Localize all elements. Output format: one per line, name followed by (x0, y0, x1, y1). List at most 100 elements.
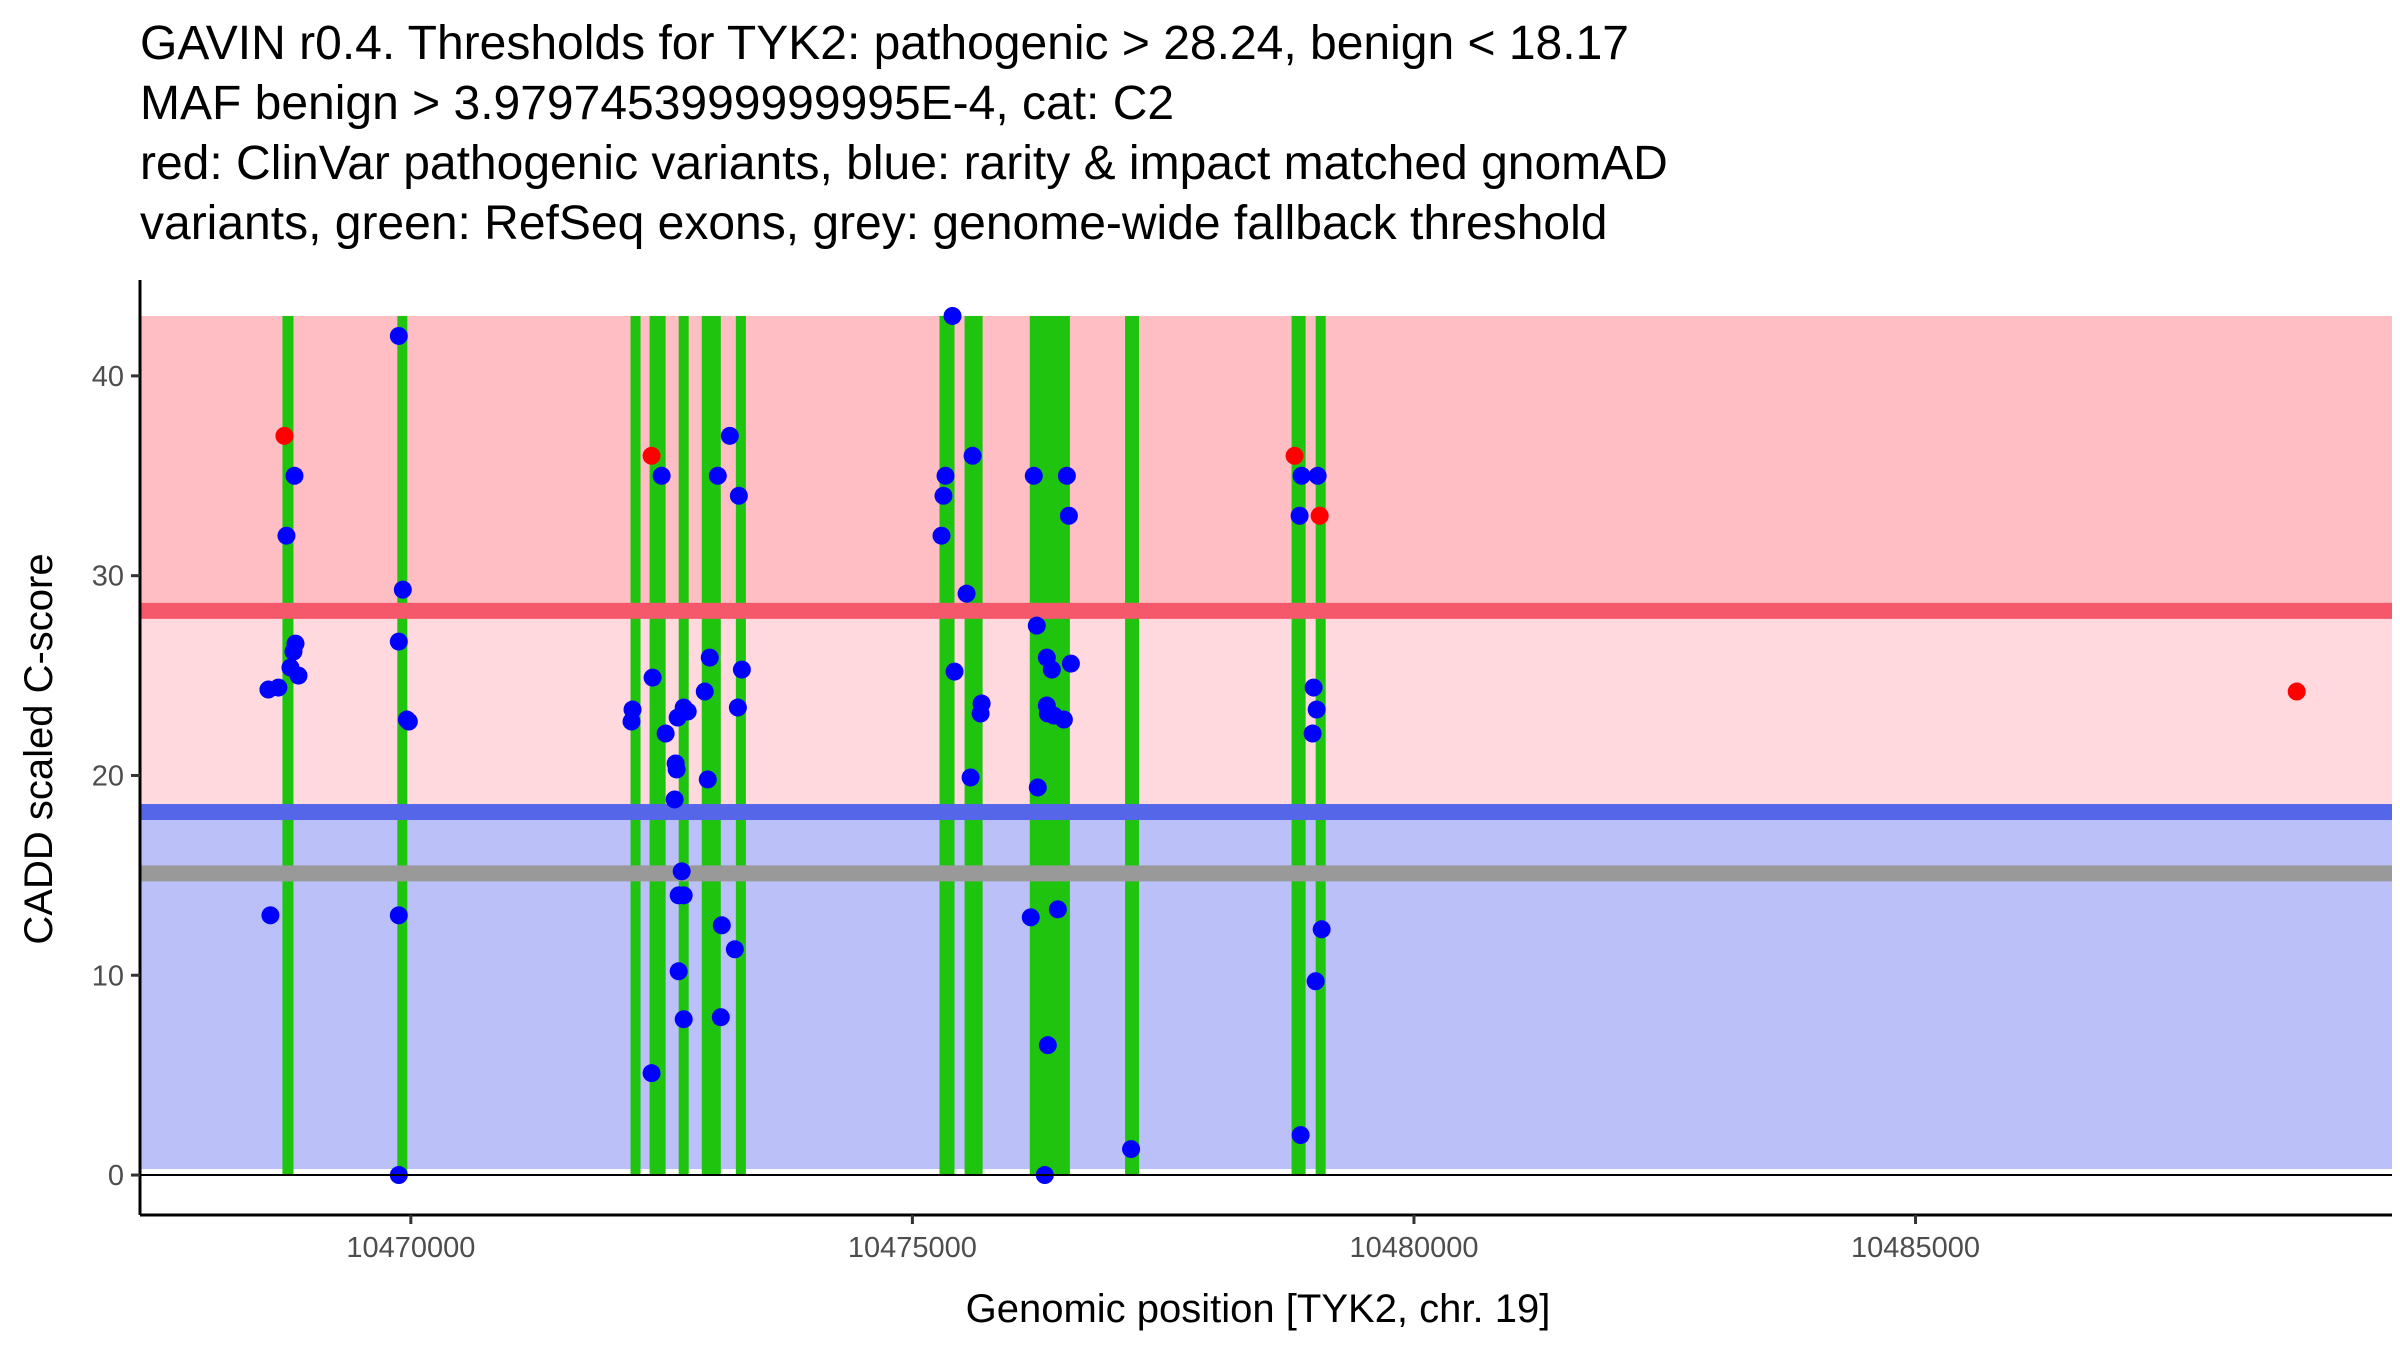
gnomad-variant-point (642, 1064, 661, 1083)
exon-bar (282, 315, 294, 1176)
threshold-lines (140, 602, 2392, 882)
gnomad-variant-point (1291, 1126, 1310, 1145)
pathogenic-threshold (140, 602, 2392, 619)
variant-points (259, 306, 2306, 1185)
gnomad-variant-point (678, 702, 697, 721)
gnomad-variant-point (1059, 506, 1078, 525)
gnomad-variant-point (622, 712, 641, 731)
gnomad-variant-point (393, 580, 412, 599)
chart-title: GAVIN r0.4. Thresholds for TYK2: pathoge… (140, 14, 2340, 254)
exon-bar (649, 315, 666, 1176)
exon-bar (1125, 315, 1140, 1176)
gnomad-variant-point (674, 886, 693, 905)
exon-bar (678, 315, 689, 1176)
gnomad-variant-point (1054, 710, 1073, 729)
clinvar-pathogenic-point (2287, 682, 2306, 701)
exon-bar (1029, 315, 1070, 1176)
gnomad-variant-point (932, 526, 951, 545)
gnomad-variant-point (1061, 654, 1080, 673)
gnomad-variant-point (963, 446, 982, 465)
y-tick-label: 30 (92, 561, 124, 593)
gnomad-variant-point (936, 466, 955, 485)
clinvar-pathogenic-point (275, 426, 294, 445)
title-line-3: red: ClinVar pathogenic variants, blue: … (140, 137, 1668, 190)
gnomad-variant-point (1306, 972, 1325, 991)
clinvar-pathogenic-point (642, 446, 661, 465)
exon-bar (735, 315, 746, 1176)
gnomad-variant-point (732, 660, 751, 679)
gnomad-variant-point (1028, 778, 1047, 797)
y-tick-label: 40 (92, 361, 124, 393)
gnomad-variant-point (289, 666, 308, 685)
y-tick-label: 0 (108, 1160, 124, 1192)
gnomad-variant-point (1312, 920, 1331, 939)
exon-bar (630, 315, 641, 1176)
y-tick-label: 20 (92, 760, 124, 792)
gnomad-variant-point (1024, 466, 1043, 485)
pathogenic-region (140, 315, 2392, 611)
gnomad-variant-point (708, 466, 727, 485)
threshold-regions (140, 315, 2392, 1170)
exon-bar (964, 315, 983, 1176)
gnomad-variant-point (1042, 660, 1061, 679)
exon-bar (397, 315, 408, 1176)
gnomad-variant-point (711, 1008, 730, 1027)
gnomad-variant-point (1304, 678, 1323, 697)
gnomad-variant-point (656, 724, 675, 743)
x-tick-label: 10475000 (848, 1232, 977, 1264)
gnomad-variant-point (1027, 616, 1046, 635)
gnomad-variant-point (1038, 1036, 1057, 1055)
gnomad-variant-point (695, 682, 714, 701)
benign-threshold (140, 804, 2392, 821)
gnomad-variant-point (720, 426, 739, 445)
gnomad-variant-point (1307, 700, 1326, 719)
gnomad-variant-point (957, 584, 976, 603)
gnomad-variant-point (389, 906, 408, 925)
gnomad-variant-point (667, 760, 686, 779)
gnomad-variant-point (643, 668, 662, 687)
gnomad-variant-point (1290, 506, 1309, 525)
gnomad-variant-point (971, 704, 990, 723)
gnomad-variant-point (277, 526, 296, 545)
gnomad-variant-point (729, 486, 748, 505)
fallback-threshold (140, 865, 2392, 882)
axis-ticks: 0 10 20 30 40 10470000 10475000 10480000 1048500… (92, 361, 1980, 1264)
x-tick-label: 10485000 (1851, 1232, 1980, 1264)
exon-bar (1291, 315, 1306, 1176)
gnomad-variant-point (728, 698, 747, 717)
gnomad-variant-point (1057, 466, 1076, 485)
gnomad-variant-point (665, 790, 684, 809)
gnomad-variant-point (389, 632, 408, 651)
gnomad-variant-point (725, 940, 744, 959)
title-line-4: variants, green: RefSeq exons, grey: gen… (140, 197, 1608, 250)
vous-region (140, 610, 2392, 813)
x-tick-label: 10480000 (1349, 1232, 1478, 1264)
gnomad-variant-point (1021, 908, 1040, 927)
gnomad-variant-point (652, 466, 671, 485)
gnomad-variant-point (712, 916, 731, 935)
exon-bar (939, 315, 955, 1176)
exon-bars (282, 315, 1326, 1176)
gnomad-variant-point (669, 962, 688, 981)
gnomad-variant-point (285, 466, 304, 485)
gnomad-variant-point (389, 326, 408, 345)
gnomad-variant-point (700, 648, 719, 667)
gnomad-variant-point (1122, 1140, 1141, 1159)
gnomad-variant-point (1048, 900, 1067, 919)
gnomad-variant-point (943, 306, 962, 325)
gnomad-variant-point (674, 1010, 693, 1029)
gnomad-variant-point (945, 662, 964, 681)
gnomad-variant-point (269, 678, 288, 697)
exon-bar (1315, 315, 1326, 1176)
y-tick-label: 10 (92, 960, 124, 992)
title-line-2: MAF benign > 3.9797453999999995E-4, cat:… (140, 77, 1175, 130)
gnomad-variant-point (961, 768, 980, 787)
gnomad-variant-point (261, 906, 280, 925)
gnomad-variant-point (399, 712, 418, 731)
x-tick-label: 10470000 (346, 1232, 475, 1264)
gnomad-variant-point (1292, 466, 1311, 485)
gnomad-variant-point (934, 486, 953, 505)
gnomad-variant-point (1303, 724, 1322, 743)
exon-bar (701, 315, 721, 1176)
